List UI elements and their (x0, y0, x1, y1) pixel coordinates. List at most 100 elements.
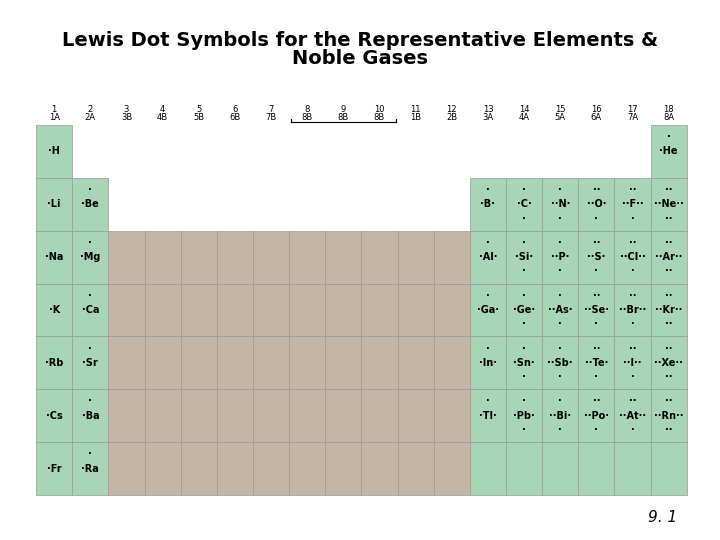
Text: ··: ·· (665, 425, 672, 435)
Text: ·: · (558, 396, 562, 407)
Text: 9: 9 (341, 105, 346, 113)
Text: ·: · (631, 319, 634, 329)
Text: ··Bi·: ··Bi· (549, 411, 571, 421)
Bar (217, 389, 253, 442)
Bar (542, 389, 578, 442)
Text: Lewis Dot Symbols for the Representative Elements &: Lewis Dot Symbols for the Representative… (62, 30, 658, 50)
Text: ··N·: ··N· (551, 199, 570, 210)
Text: ··: ·· (665, 266, 672, 276)
Text: ·C·: ·C· (517, 199, 531, 210)
Text: 6B: 6B (229, 113, 240, 123)
Bar (361, 284, 397, 336)
Text: ·: · (89, 238, 92, 248)
Bar (614, 231, 651, 284)
Bar (506, 389, 542, 442)
Text: 5A: 5A (554, 113, 566, 123)
Text: ·: · (595, 213, 598, 224)
Text: ·: · (558, 319, 562, 329)
Bar (651, 178, 687, 231)
Text: ·Be: ·Be (81, 199, 99, 210)
Bar (72, 442, 109, 495)
Text: ··: ·· (665, 213, 672, 224)
Text: ·Mg: ·Mg (80, 252, 101, 262)
Text: 1: 1 (52, 105, 57, 113)
Bar (470, 442, 506, 495)
Text: 14: 14 (519, 105, 529, 113)
Text: ·: · (89, 396, 92, 407)
Text: ·: · (558, 238, 562, 248)
Bar (614, 178, 651, 231)
Bar (109, 389, 145, 442)
Text: ·K: ·K (48, 305, 60, 315)
Bar (181, 284, 217, 336)
Bar (361, 442, 397, 495)
Text: ··: ·· (665, 238, 672, 248)
Text: ·: · (522, 372, 526, 382)
Text: ·: · (631, 266, 634, 276)
Text: 10: 10 (374, 105, 384, 113)
Bar (253, 231, 289, 284)
Text: 2: 2 (88, 105, 93, 113)
Bar (397, 284, 433, 336)
Text: ·: · (522, 425, 526, 435)
Text: 7B: 7B (266, 113, 276, 123)
Text: 3B: 3B (121, 113, 132, 123)
Text: 17: 17 (627, 105, 638, 113)
Text: ·Rb: ·Rb (45, 358, 63, 368)
Text: ·: · (486, 185, 490, 195)
Text: 9. 1: 9. 1 (648, 510, 678, 525)
Text: ·Pb·: ·Pb· (513, 411, 535, 421)
Text: ·: · (595, 425, 598, 435)
Text: ·: · (486, 291, 490, 301)
Bar (470, 284, 506, 336)
Text: ·: · (522, 396, 526, 407)
Text: ·Al·: ·Al· (479, 252, 498, 262)
Text: ·: · (595, 266, 598, 276)
Bar (397, 442, 433, 495)
Text: ·: · (595, 372, 598, 382)
Bar (397, 389, 433, 442)
Bar (651, 284, 687, 336)
Text: 7A: 7A (627, 113, 638, 123)
Text: ··: ·· (665, 396, 672, 407)
Bar (325, 231, 361, 284)
Bar (181, 389, 217, 442)
Bar (36, 442, 72, 495)
Text: ·: · (667, 132, 670, 142)
Text: ·: · (631, 372, 634, 382)
Text: ·: · (522, 319, 526, 329)
Bar (145, 284, 181, 336)
Bar (470, 336, 506, 389)
Bar (578, 389, 614, 442)
Bar (289, 284, 325, 336)
Bar (72, 389, 109, 442)
Bar (614, 284, 651, 336)
Text: 11: 11 (410, 105, 421, 113)
Bar (542, 284, 578, 336)
Bar (506, 284, 542, 336)
Text: ··: ·· (629, 291, 636, 301)
Text: ·Fr: ·Fr (47, 463, 61, 474)
Text: ·Ra: ·Ra (81, 463, 99, 474)
Text: ·: · (595, 319, 598, 329)
Bar (614, 442, 651, 495)
Bar (651, 231, 687, 284)
Text: ·: · (558, 185, 562, 195)
Bar (325, 442, 361, 495)
Text: ··Ar··: ··Ar·· (655, 252, 683, 262)
Bar (217, 284, 253, 336)
Text: ·: · (558, 372, 562, 382)
Text: ·H: ·H (48, 146, 60, 157)
Text: 7: 7 (269, 105, 274, 113)
Bar (36, 231, 72, 284)
Text: ··: ·· (665, 343, 672, 354)
Bar (651, 389, 687, 442)
Bar (109, 284, 145, 336)
Text: 16: 16 (591, 105, 602, 113)
Bar (217, 336, 253, 389)
Bar (145, 336, 181, 389)
Bar (181, 336, 217, 389)
Bar (578, 178, 614, 231)
Text: 4A: 4A (518, 113, 530, 123)
Bar (36, 389, 72, 442)
